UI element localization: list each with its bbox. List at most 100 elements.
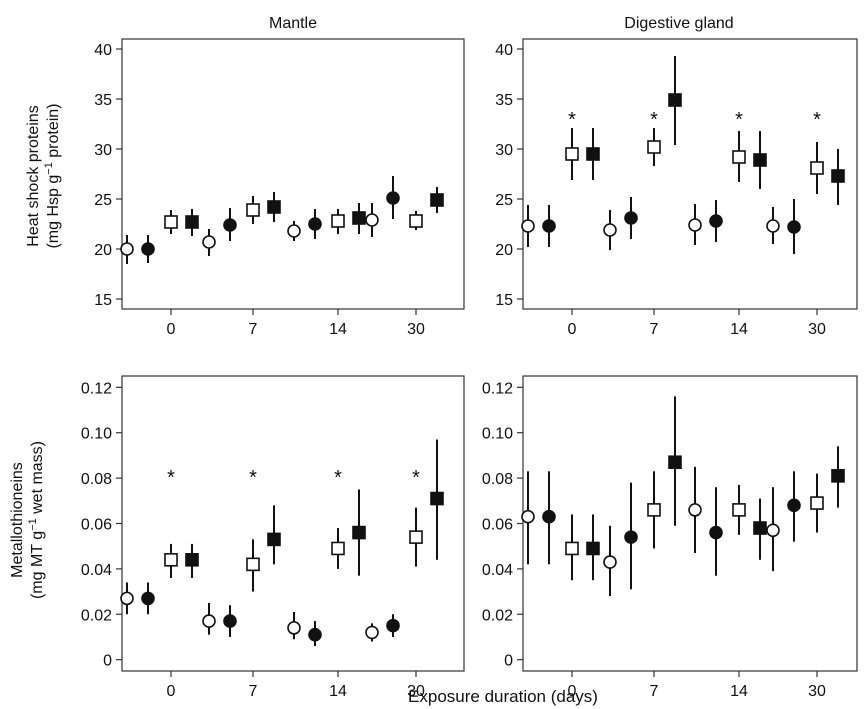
data-point [430, 193, 444, 207]
data-point [688, 503, 702, 517]
y-tick-label: 30 [94, 142, 112, 159]
data-point [732, 503, 746, 517]
series-filled-square [586, 56, 845, 205]
y-tick-label: 15 [94, 292, 112, 309]
panel-mantle-mt: 0 0.02 0.04 0.06 0.08 0.10 0.12 0 7 14 30 * * * * [81, 375, 465, 700]
data-point [331, 214, 345, 228]
data-point [542, 219, 556, 233]
series-filled-square [185, 439, 444, 578]
panel-frame [522, 38, 858, 310]
y-tick-label: 0.02 [482, 607, 513, 624]
panel-frame [121, 38, 465, 310]
data-point [565, 541, 579, 556]
significance-marker: * [650, 109, 658, 131]
data-point [267, 200, 281, 214]
data-point [409, 530, 423, 544]
data-point [586, 541, 600, 556]
data-point [352, 211, 366, 225]
data-point [732, 150, 746, 164]
data-point [202, 614, 216, 628]
data-point [810, 161, 824, 175]
data-point [223, 218, 237, 232]
panel-frame [522, 375, 858, 672]
x-tick-label: 30 [407, 321, 425, 338]
y-tick-label: 35 [495, 92, 513, 109]
data-point [787, 498, 801, 513]
series-filled-circle [141, 176, 400, 263]
y-tick-label: 0.12 [81, 380, 112, 397]
data-point [542, 509, 556, 524]
data-point [586, 147, 600, 161]
significance-marker: * [167, 467, 175, 489]
y-tick-label: 0.06 [81, 517, 112, 534]
x-tick-label: 14 [730, 321, 748, 338]
y-tick-label: 0 [504, 653, 513, 670]
data-point [831, 469, 845, 483]
y-tick-label: 40 [495, 42, 513, 59]
y-tick-label: 0.10 [482, 426, 513, 443]
data-point [603, 223, 617, 237]
series-filled-circle [542, 471, 801, 590]
y-tick-label: 15 [495, 292, 513, 309]
series-filled-square [185, 187, 444, 236]
data-point [308, 627, 322, 642]
data-point [787, 220, 801, 234]
y-tick-label: 0.10 [81, 426, 112, 443]
data-point [766, 219, 780, 233]
data-point [386, 191, 400, 205]
x-tick-label: 7 [650, 321, 659, 338]
series-filled-circle [542, 197, 801, 254]
x-tick-label: 0 [167, 683, 176, 700]
data-point [688, 218, 702, 232]
data-point [521, 219, 535, 233]
data-point [766, 523, 780, 538]
data-point [185, 553, 199, 567]
data-point [668, 455, 682, 470]
panel-mantle-hsp: Mantle 15 20 25 30 35 40 0 7 14 30 [94, 15, 465, 338]
x-tick-label: 7 [249, 683, 258, 700]
series-open-square [565, 471, 824, 581]
data-point [430, 491, 444, 506]
significance-marker: * [249, 467, 257, 489]
significance-marker: * [813, 109, 821, 131]
x-tick-label: 0 [568, 321, 577, 338]
data-point [753, 521, 767, 535]
data-point [120, 591, 134, 606]
data-point [223, 614, 237, 628]
significance-marker: * [568, 109, 576, 131]
series-open-square [565, 128, 824, 194]
data-point [565, 147, 579, 161]
data-point [308, 217, 322, 231]
y-tick-label: 40 [94, 42, 112, 59]
row-label-hsp: Heat shock proteins (mg Hsp g−1 protein) [25, 103, 62, 248]
data-point [365, 213, 379, 227]
data-point [267, 532, 281, 547]
y-tick-label: 0.04 [81, 562, 112, 579]
x-tick-label: 14 [329, 321, 347, 338]
row-label-mt-line2: (mg MT g−1 wet mass) [27, 441, 46, 599]
data-point [647, 140, 661, 154]
data-point [521, 509, 535, 524]
series-open-circle [120, 582, 379, 642]
y-tick-label: 20 [94, 242, 112, 259]
data-point [810, 496, 824, 510]
data-point [246, 557, 260, 572]
data-point [386, 618, 400, 633]
data-point [164, 553, 178, 567]
data-point [287, 621, 301, 635]
data-point [647, 503, 661, 517]
panel-digestive-mt: 0 0.02 0.04 0.06 0.08 0.10 0.12 0 7 14 30 [482, 375, 858, 700]
row-label-hsp-line1: Heat shock proteins [25, 105, 42, 246]
data-point [164, 215, 178, 229]
significance-marker: * [735, 109, 743, 131]
data-point [331, 541, 345, 556]
series-open-circle [120, 203, 379, 264]
data-point [120, 242, 134, 256]
y-tick-label: 0.06 [482, 517, 513, 534]
panel-title: Digestive gland [624, 15, 733, 32]
x-tick-label: 30 [808, 683, 826, 700]
x-tick-label: 7 [650, 683, 659, 700]
data-point [287, 224, 301, 238]
data-point [202, 235, 216, 249]
series-open-circle [521, 466, 780, 597]
